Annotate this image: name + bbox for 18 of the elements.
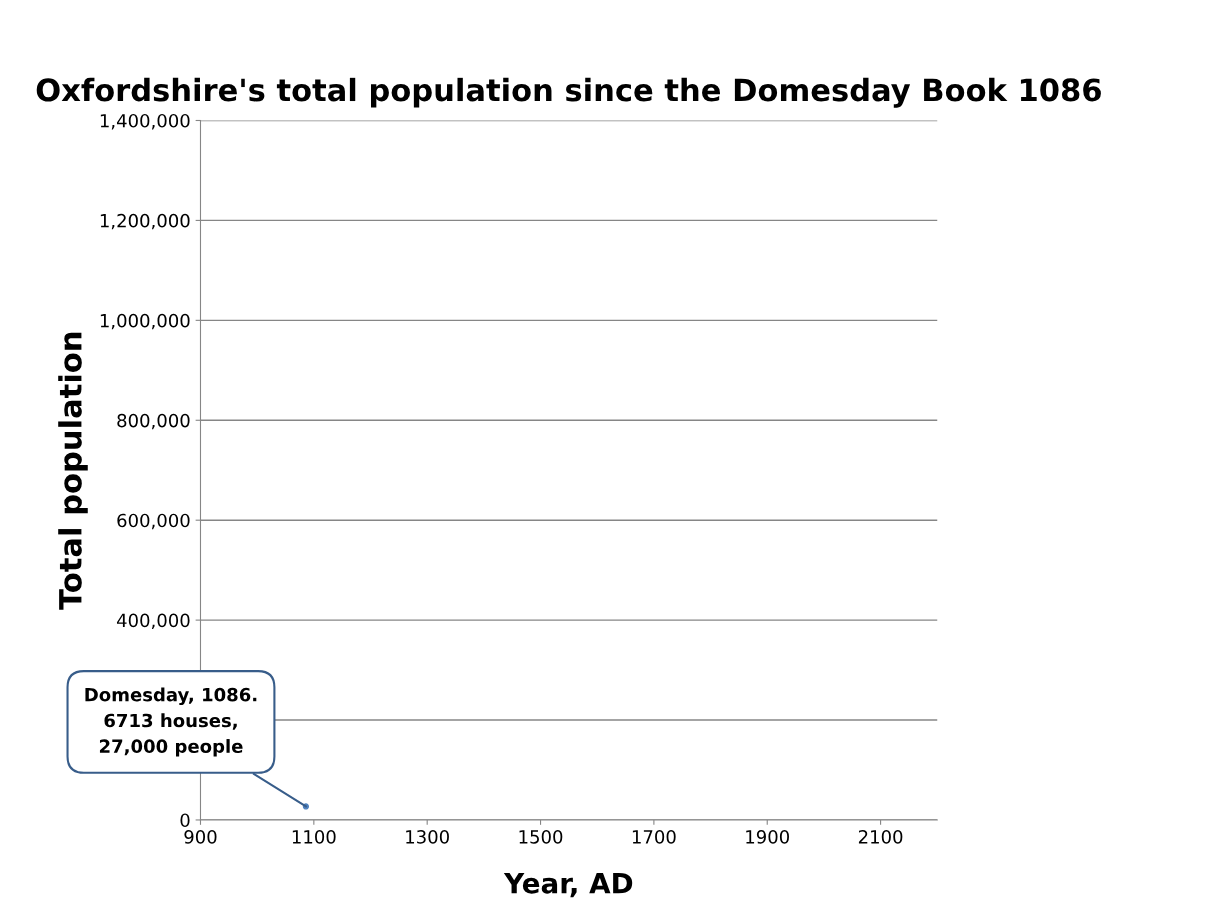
y-tick-label: 0: [180, 813, 190, 828]
y-axis-title: Total population: [58, 332, 88, 610]
y-tick-label: 800,000: [117, 413, 190, 430]
y-tick-label: 600,000: [117, 513, 190, 530]
x-tick-label: 1500: [519, 830, 563, 844]
x-tick-label: 900: [184, 830, 217, 844]
x-axis-title: Year, AD: [503, 873, 633, 898]
chart-title: Oxfordshire's total population since the Domesday Book 1086: [36, 77, 1101, 108]
annotation: Domesday, 1086. 6713 houses, 27,000 people: [85, 687, 257, 757]
y-tick-label: 1,400,000: [100, 113, 190, 130]
x-tick-label: 1300: [406, 830, 449, 844]
x-tick-label: 1700: [632, 830, 676, 844]
x-tick-label: 1900: [746, 830, 790, 844]
y-tick-label: 1,200,000: [100, 213, 190, 230]
y-tick-label: 400,000: [116, 613, 190, 630]
x-tick-label: 2100: [858, 830, 903, 844]
x-tick-label: 1100: [292, 830, 336, 844]
y-tick-label: 1,000,000: [100, 313, 190, 330]
